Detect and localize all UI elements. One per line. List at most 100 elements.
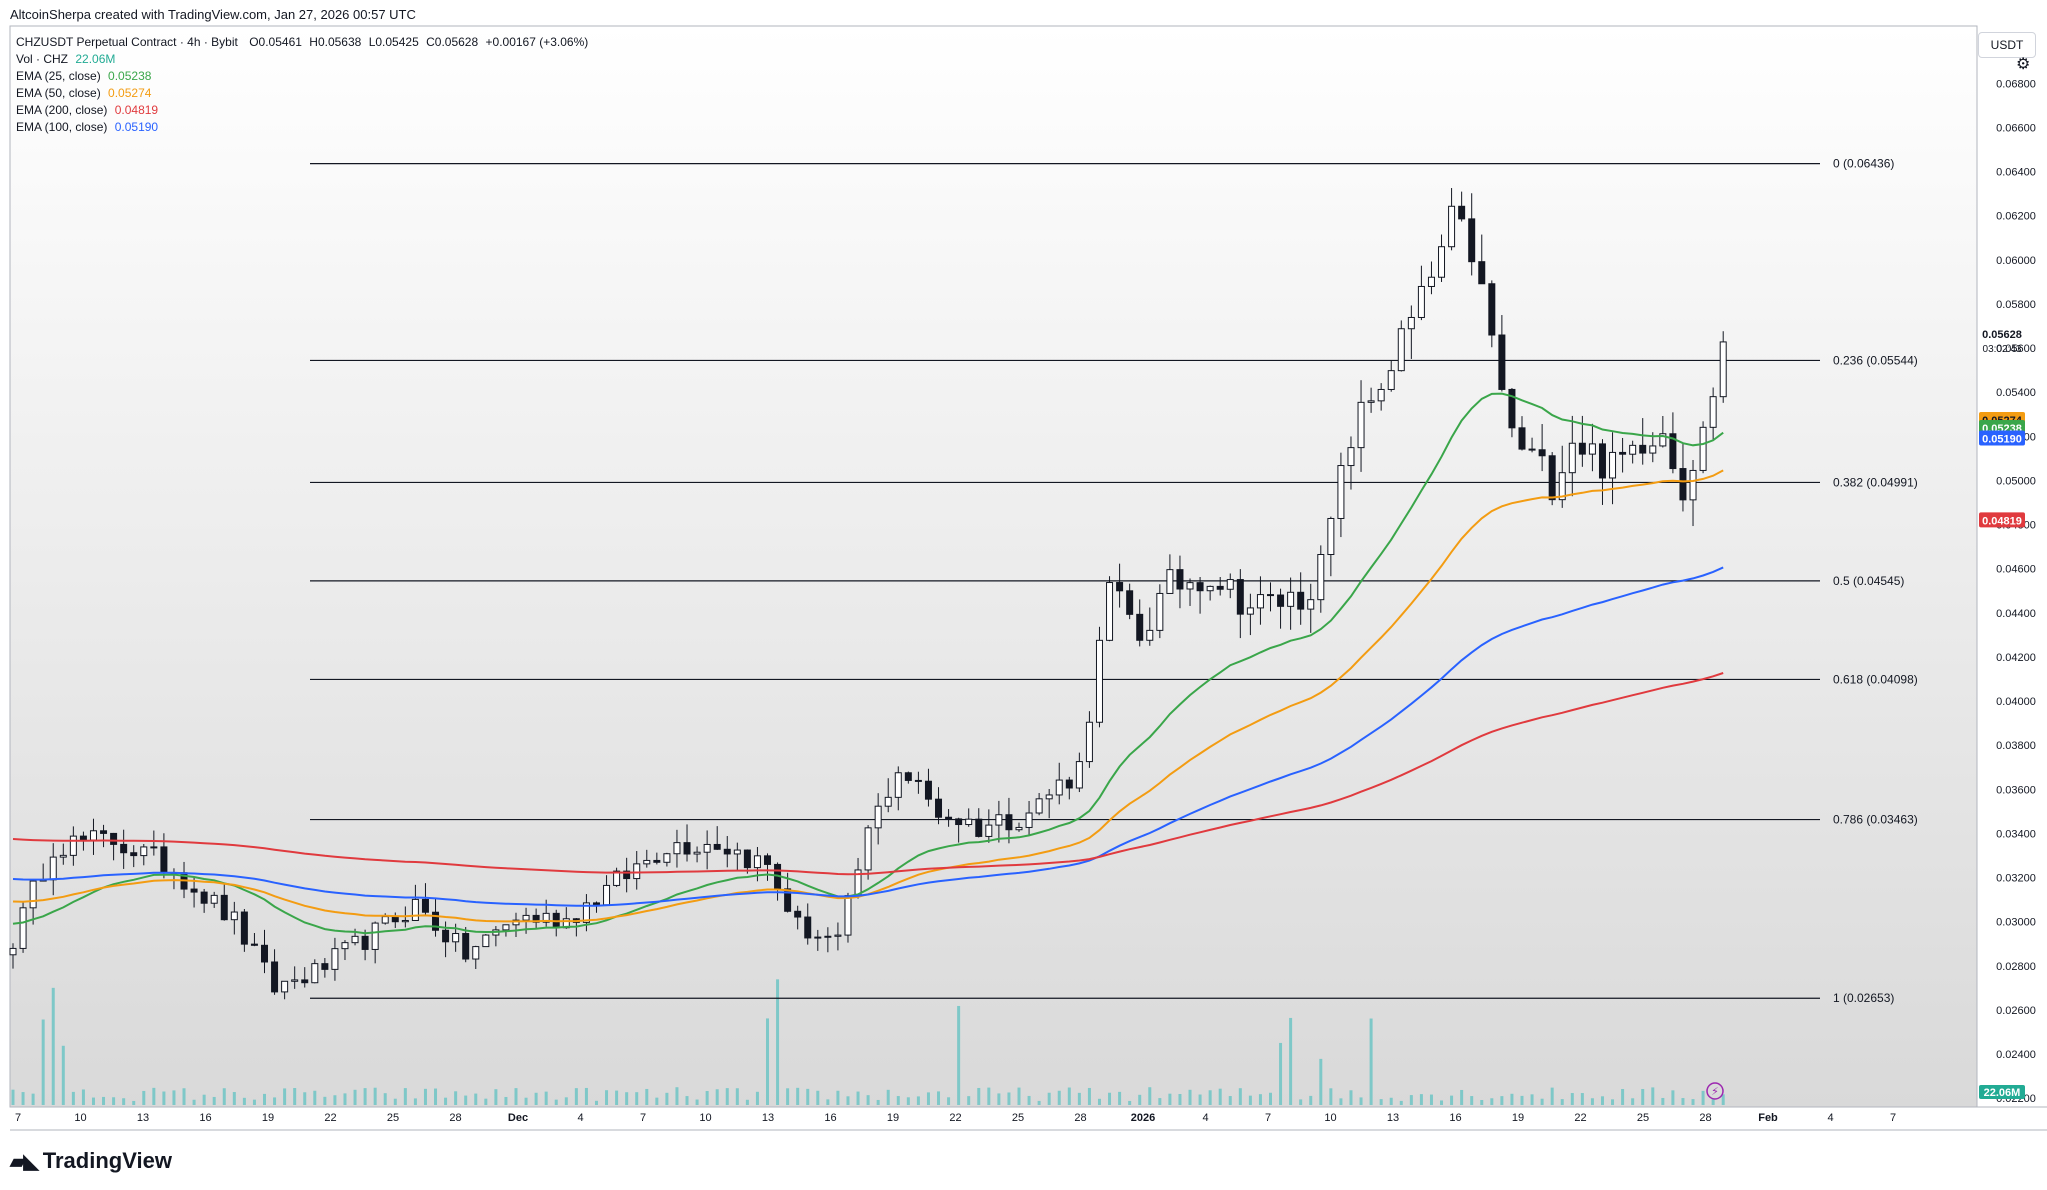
volume-badge-bg [1979, 1085, 2025, 1099]
volume-bar [1037, 1100, 1041, 1105]
volume-bar [1661, 1097, 1665, 1105]
candle-up [633, 863, 641, 880]
candle-up [965, 818, 973, 826]
candle-up [693, 851, 701, 855]
volume-bar [1701, 1090, 1705, 1105]
volume-bar [393, 1098, 397, 1105]
lightning-glyph: ⚡ [1711, 1085, 1719, 1098]
volume-bar [1691, 1099, 1695, 1105]
volume-bar [142, 1090, 146, 1105]
volume-bar [1138, 1094, 1142, 1105]
candle-up [1558, 472, 1566, 501]
candle-down [804, 916, 812, 939]
volume-bar [1087, 1087, 1091, 1105]
candle-up [874, 805, 882, 829]
candle-down [683, 842, 691, 855]
volume-bar [1580, 1093, 1584, 1105]
volume-bar [786, 1088, 790, 1105]
candle-down [1236, 579, 1244, 615]
candle-down [462, 933, 470, 960]
candle-up [1438, 246, 1446, 278]
candle-down [442, 929, 450, 943]
volume-bar [866, 1095, 870, 1105]
legend-volume-row[interactable]: Vol · CHZ 22.06M [16, 51, 588, 68]
axis-unit-button[interactable]: USDT [1978, 32, 2036, 58]
candle-down [1297, 591, 1305, 610]
volume-bar [906, 1097, 910, 1105]
volume-bar [1711, 1098, 1715, 1105]
candle-down [975, 818, 983, 837]
volume-bar [1248, 1095, 1252, 1105]
candle-up [663, 853, 671, 863]
legend-ema200-row[interactable]: EMA (200, close) 0.04819 [16, 102, 588, 119]
volume-bar [1429, 1094, 1433, 1105]
candle-down [1005, 814, 1013, 831]
ema100-value: 0.05190 [114, 120, 159, 134]
volume-bar [1681, 1098, 1685, 1105]
x-tick-label: 22 [1574, 1112, 1586, 1124]
volume-bar [856, 1091, 860, 1105]
volume-bar [1319, 1058, 1323, 1105]
chart-legend: CHZUSDT Perpetual Contract · 4h · Bybit … [16, 34, 588, 136]
x-tick-label: 19 [262, 1112, 274, 1124]
volume-bar [1510, 1093, 1514, 1105]
legend-ema25-row[interactable]: EMA (25, close) 0.05238 [16, 68, 588, 85]
candle-down [421, 898, 429, 913]
candle-up [1246, 607, 1254, 615]
legend-symbol-row[interactable]: CHZUSDT Perpetual Contract · 4h · Bybit … [16, 34, 588, 51]
candle-up [1568, 442, 1576, 474]
volume-bar [81, 1089, 85, 1105]
candle-up [613, 870, 621, 886]
x-tick-label: 4 [1827, 1112, 1833, 1124]
candle-up [824, 935, 832, 938]
candle-up [1186, 582, 1194, 590]
legend-ema100-row[interactable]: EMA (100, close) 0.05190 [16, 119, 588, 136]
volume-bar [1269, 1092, 1272, 1105]
tradingview-logo[interactable]: ▰◣ TradingView [10, 1148, 172, 1174]
volume-bar [293, 1088, 297, 1105]
candle-down [955, 818, 963, 826]
volume-bar [1540, 1098, 1544, 1105]
candle-down [100, 830, 108, 834]
volume-bar [273, 1097, 277, 1105]
volume-bar [1500, 1096, 1504, 1105]
volume-bar [715, 1089, 719, 1105]
candle-up [1307, 599, 1315, 610]
volume-bar [1560, 1099, 1564, 1105]
candle-up [1407, 316, 1415, 330]
candle-down [1488, 283, 1496, 336]
candle-down [1538, 449, 1546, 457]
candle-up [341, 942, 349, 950]
candle-up [522, 914, 530, 921]
volume-bar [1188, 1089, 1192, 1105]
candle-down [1116, 582, 1124, 592]
countdown-badge: 03:02:43 [1983, 344, 2022, 355]
volume-bar [192, 1099, 196, 1105]
candle-up [1347, 447, 1355, 467]
volume-bar [1600, 1096, 1604, 1105]
x-tick-label: 28 [1699, 1112, 1711, 1124]
legend-ema50-row[interactable]: EMA (50, close) 0.05274 [16, 85, 588, 102]
x-tick-label: 7 [1890, 1112, 1896, 1124]
volume-bar [1621, 1089, 1625, 1105]
volume-bar [504, 1096, 508, 1105]
volume-bar [242, 1097, 246, 1105]
volume-bar [474, 1093, 478, 1105]
volume-bar [645, 1088, 649, 1105]
ema200-value: 0.04819 [114, 103, 159, 117]
candle-down [1277, 594, 1285, 607]
volume-bar [665, 1092, 669, 1105]
candle-down [130, 852, 138, 857]
volume-bar [132, 1100, 136, 1105]
volume-bar [826, 1099, 830, 1105]
volume-bar [1611, 1099, 1615, 1105]
volume-bar [434, 1088, 438, 1105]
gear-icon[interactable]: ⚙ [2016, 56, 2031, 73]
volume-bar [836, 1090, 840, 1105]
x-tick-label: 22 [324, 1112, 336, 1124]
volume-bar [413, 1098, 417, 1105]
candle-down [240, 911, 248, 945]
candle-up [1659, 433, 1667, 447]
volume-bar [71, 1091, 75, 1105]
